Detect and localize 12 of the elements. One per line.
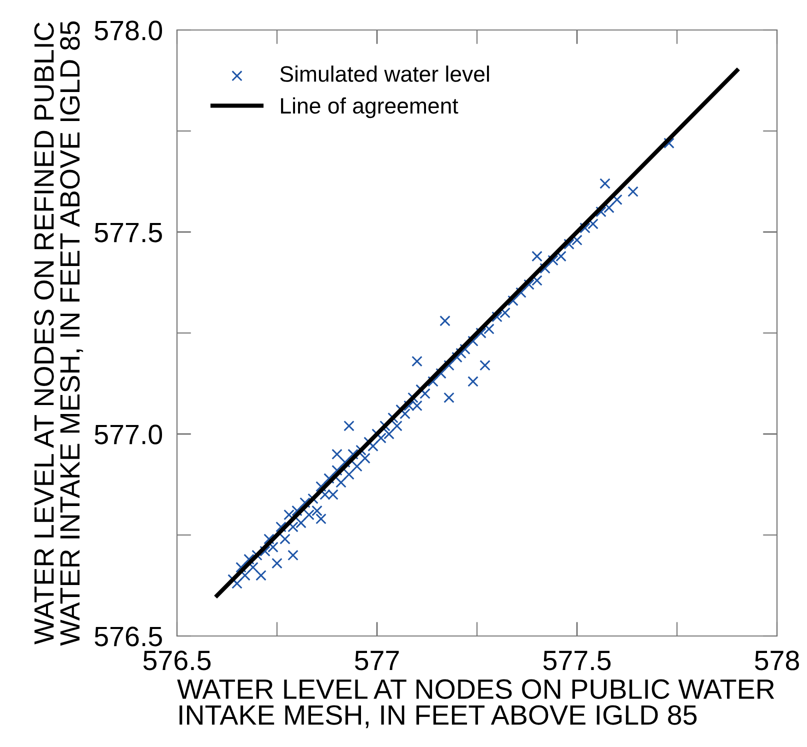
- y-tick-label: 576.5: [94, 626, 162, 646]
- legend-label: Line of agreement: [281, 97, 458, 118]
- y-tick-label: 577.0: [94, 424, 162, 444]
- x-tick-label: 577.5: [543, 650, 611, 670]
- x-tick-label: 578: [754, 650, 799, 670]
- x-tick-label: 577: [354, 650, 399, 670]
- y-tick-label: 578.0: [94, 20, 162, 40]
- x-tick-label: 576.5: [143, 650, 211, 670]
- y-tick-label: 577.5: [94, 222, 162, 242]
- x-axis-title: WATER LEVEL AT NODES ON PUBLIC WATER INTAKE MESH, IN FEET ABOVE IGLD 85: [177, 679, 774, 728]
- legend-label: Simulated water level: [280, 66, 489, 82]
- y-axis-title: WATER LEVEL AT NODES ON REFINED PUBLIC WATER INTAKE MESH, IN FEET ABOVE IGLD 85: [34, 21, 84, 646]
